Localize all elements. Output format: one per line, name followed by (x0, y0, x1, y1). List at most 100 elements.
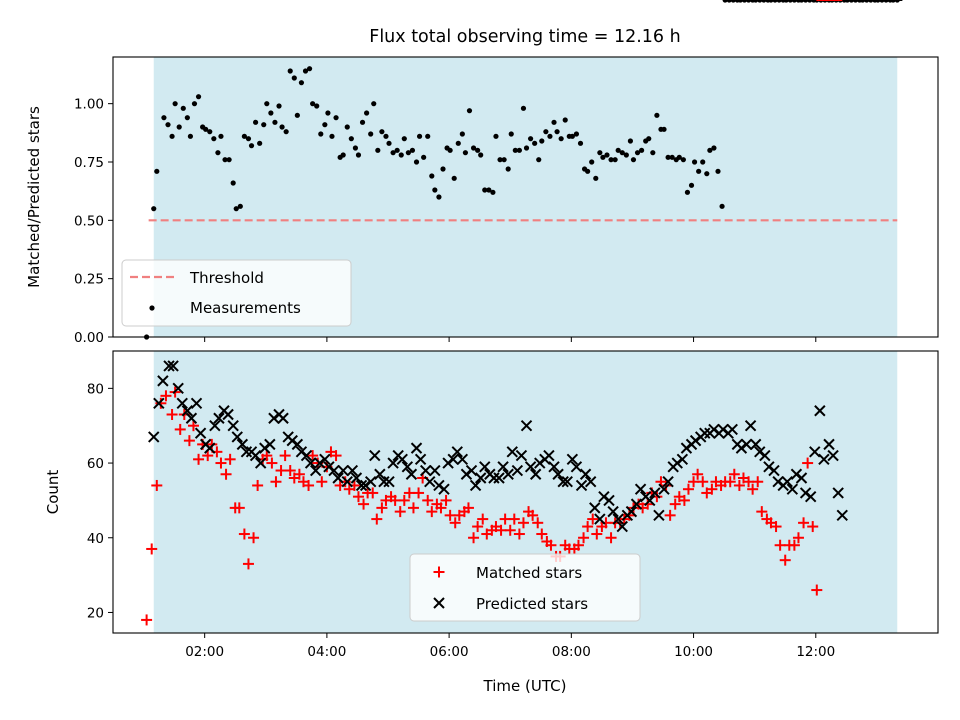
measurements-series (144, 0, 900, 340)
matched-star-point (532, 517, 544, 529)
predicted-star-point (634, 483, 647, 495)
predicted-star-point (625, 505, 638, 518)
predicted-star-point (410, 442, 423, 454)
predicted-star-marker-b (759, 449, 771, 462)
predicted-star-marker-b (653, 509, 665, 522)
predicted-star-point (552, 468, 564, 480)
measurement-point (707, 147, 713, 153)
predicted-star-marker-b (222, 408, 234, 421)
predicted-star-marker-b (658, 483, 670, 495)
measurement-point (608, 157, 614, 163)
matched-star-point (261, 450, 273, 462)
measurement-point (455, 140, 461, 146)
predicted-star-point (204, 442, 216, 454)
predicted-star-marker-b (153, 397, 165, 409)
predicted-star-marker-b (383, 476, 395, 488)
measurement-point (272, 119, 278, 125)
measurement-point (287, 68, 293, 74)
matched-star-point (270, 476, 282, 488)
predicted-star-point (502, 468, 514, 480)
measurement-point (573, 131, 580, 137)
measurement-point (669, 154, 675, 160)
measurement-point (661, 126, 667, 132)
predicted-star-point (589, 502, 601, 514)
measurement-point (421, 154, 427, 160)
predicted-star-marker-b (781, 476, 793, 488)
matched-star-point (426, 506, 438, 518)
measurement-point (802, 0, 809, 3)
predicted-star-marker-b (786, 483, 799, 495)
measurement-point (279, 124, 285, 130)
predicted-star-point (213, 412, 225, 424)
measurement-point (612, 157, 618, 163)
predicted-star-marker-b (511, 464, 524, 477)
measurement-point (298, 80, 305, 86)
predicted-star-marker-b (529, 468, 542, 480)
measurement-point (352, 145, 359, 151)
predicted-star-marker-b (194, 427, 207, 439)
matched-star-point (316, 476, 328, 488)
measurement-point (597, 150, 603, 156)
predicted-star-point (594, 513, 606, 525)
measurement-point (532, 140, 538, 146)
predicted-star-marker-b (474, 472, 487, 484)
predicted-star-marker-b (584, 476, 597, 488)
measurement-point (466, 108, 473, 114)
measurement-point (203, 126, 209, 132)
matched-star-point (394, 506, 406, 518)
matched-star-point (233, 502, 245, 514)
measurement-point (715, 168, 721, 174)
predicted-star-marker-b (570, 461, 583, 473)
x-axis-label: Time (UTC) (483, 677, 567, 695)
matched-star-point (248, 532, 260, 544)
measurement-point (569, 133, 575, 139)
predicted-star-marker-b (190, 397, 203, 409)
matched-star-point (330, 450, 342, 462)
predicted-star-point (264, 438, 276, 451)
top-y-tick-label: 0.50 (74, 213, 104, 229)
measurement-point (355, 152, 362, 158)
measurement-point (665, 154, 671, 160)
measurement-point (322, 122, 328, 128)
predicted-star-marker-b (369, 449, 381, 462)
predicted-star-marker-b (566, 453, 579, 466)
legend-matched-label: Matched stars (476, 564, 582, 582)
bottom-x-axis-ticks: 02:00 04:00 06:00 08:00 10:00 12:00 (185, 633, 835, 660)
predicted-star-point (658, 483, 670, 495)
matched-star-point (545, 539, 557, 551)
matched-star-point (642, 498, 654, 510)
measurement-point (730, 0, 736, 3)
predicted-star-point (768, 464, 780, 477)
measurement-point (325, 110, 331, 116)
bottom-legend: Matched stars Predicted stars (409, 553, 641, 622)
predicted-star-point (341, 476, 353, 488)
measurement-point (512, 147, 518, 153)
x-tick-label: 04:00 (307, 644, 346, 660)
predicted-star-point (456, 453, 469, 466)
matched-star-point (472, 521, 484, 533)
measurement-point (333, 115, 339, 121)
measurement-point (226, 157, 232, 163)
measurement-point (375, 147, 381, 153)
matched-star-point (151, 479, 163, 491)
measurement-point (691, 159, 698, 165)
measurement-point (451, 175, 457, 181)
predicted-star-point (809, 446, 821, 458)
predicted-star-marker-b (594, 513, 606, 525)
top-y-axis-label: Matched/Predicted stars (25, 106, 43, 288)
measurement-point (276, 103, 282, 109)
predicted-star-marker-b (319, 453, 331, 466)
bottom-axes-frame (112, 350, 939, 634)
predicted-star-point (277, 412, 289, 424)
matched-star-point (508, 513, 520, 525)
top-x-axis-ticks (204, 337, 817, 342)
matched-star-point (517, 517, 529, 529)
measurement-point (486, 187, 492, 193)
matched-star-point (215, 457, 227, 469)
predicted-star-point (153, 397, 165, 409)
measurement-point (248, 143, 255, 149)
predicted-star-marker-b (355, 479, 368, 492)
predicted-star-point (566, 453, 579, 466)
predicted-star-point (548, 461, 560, 473)
